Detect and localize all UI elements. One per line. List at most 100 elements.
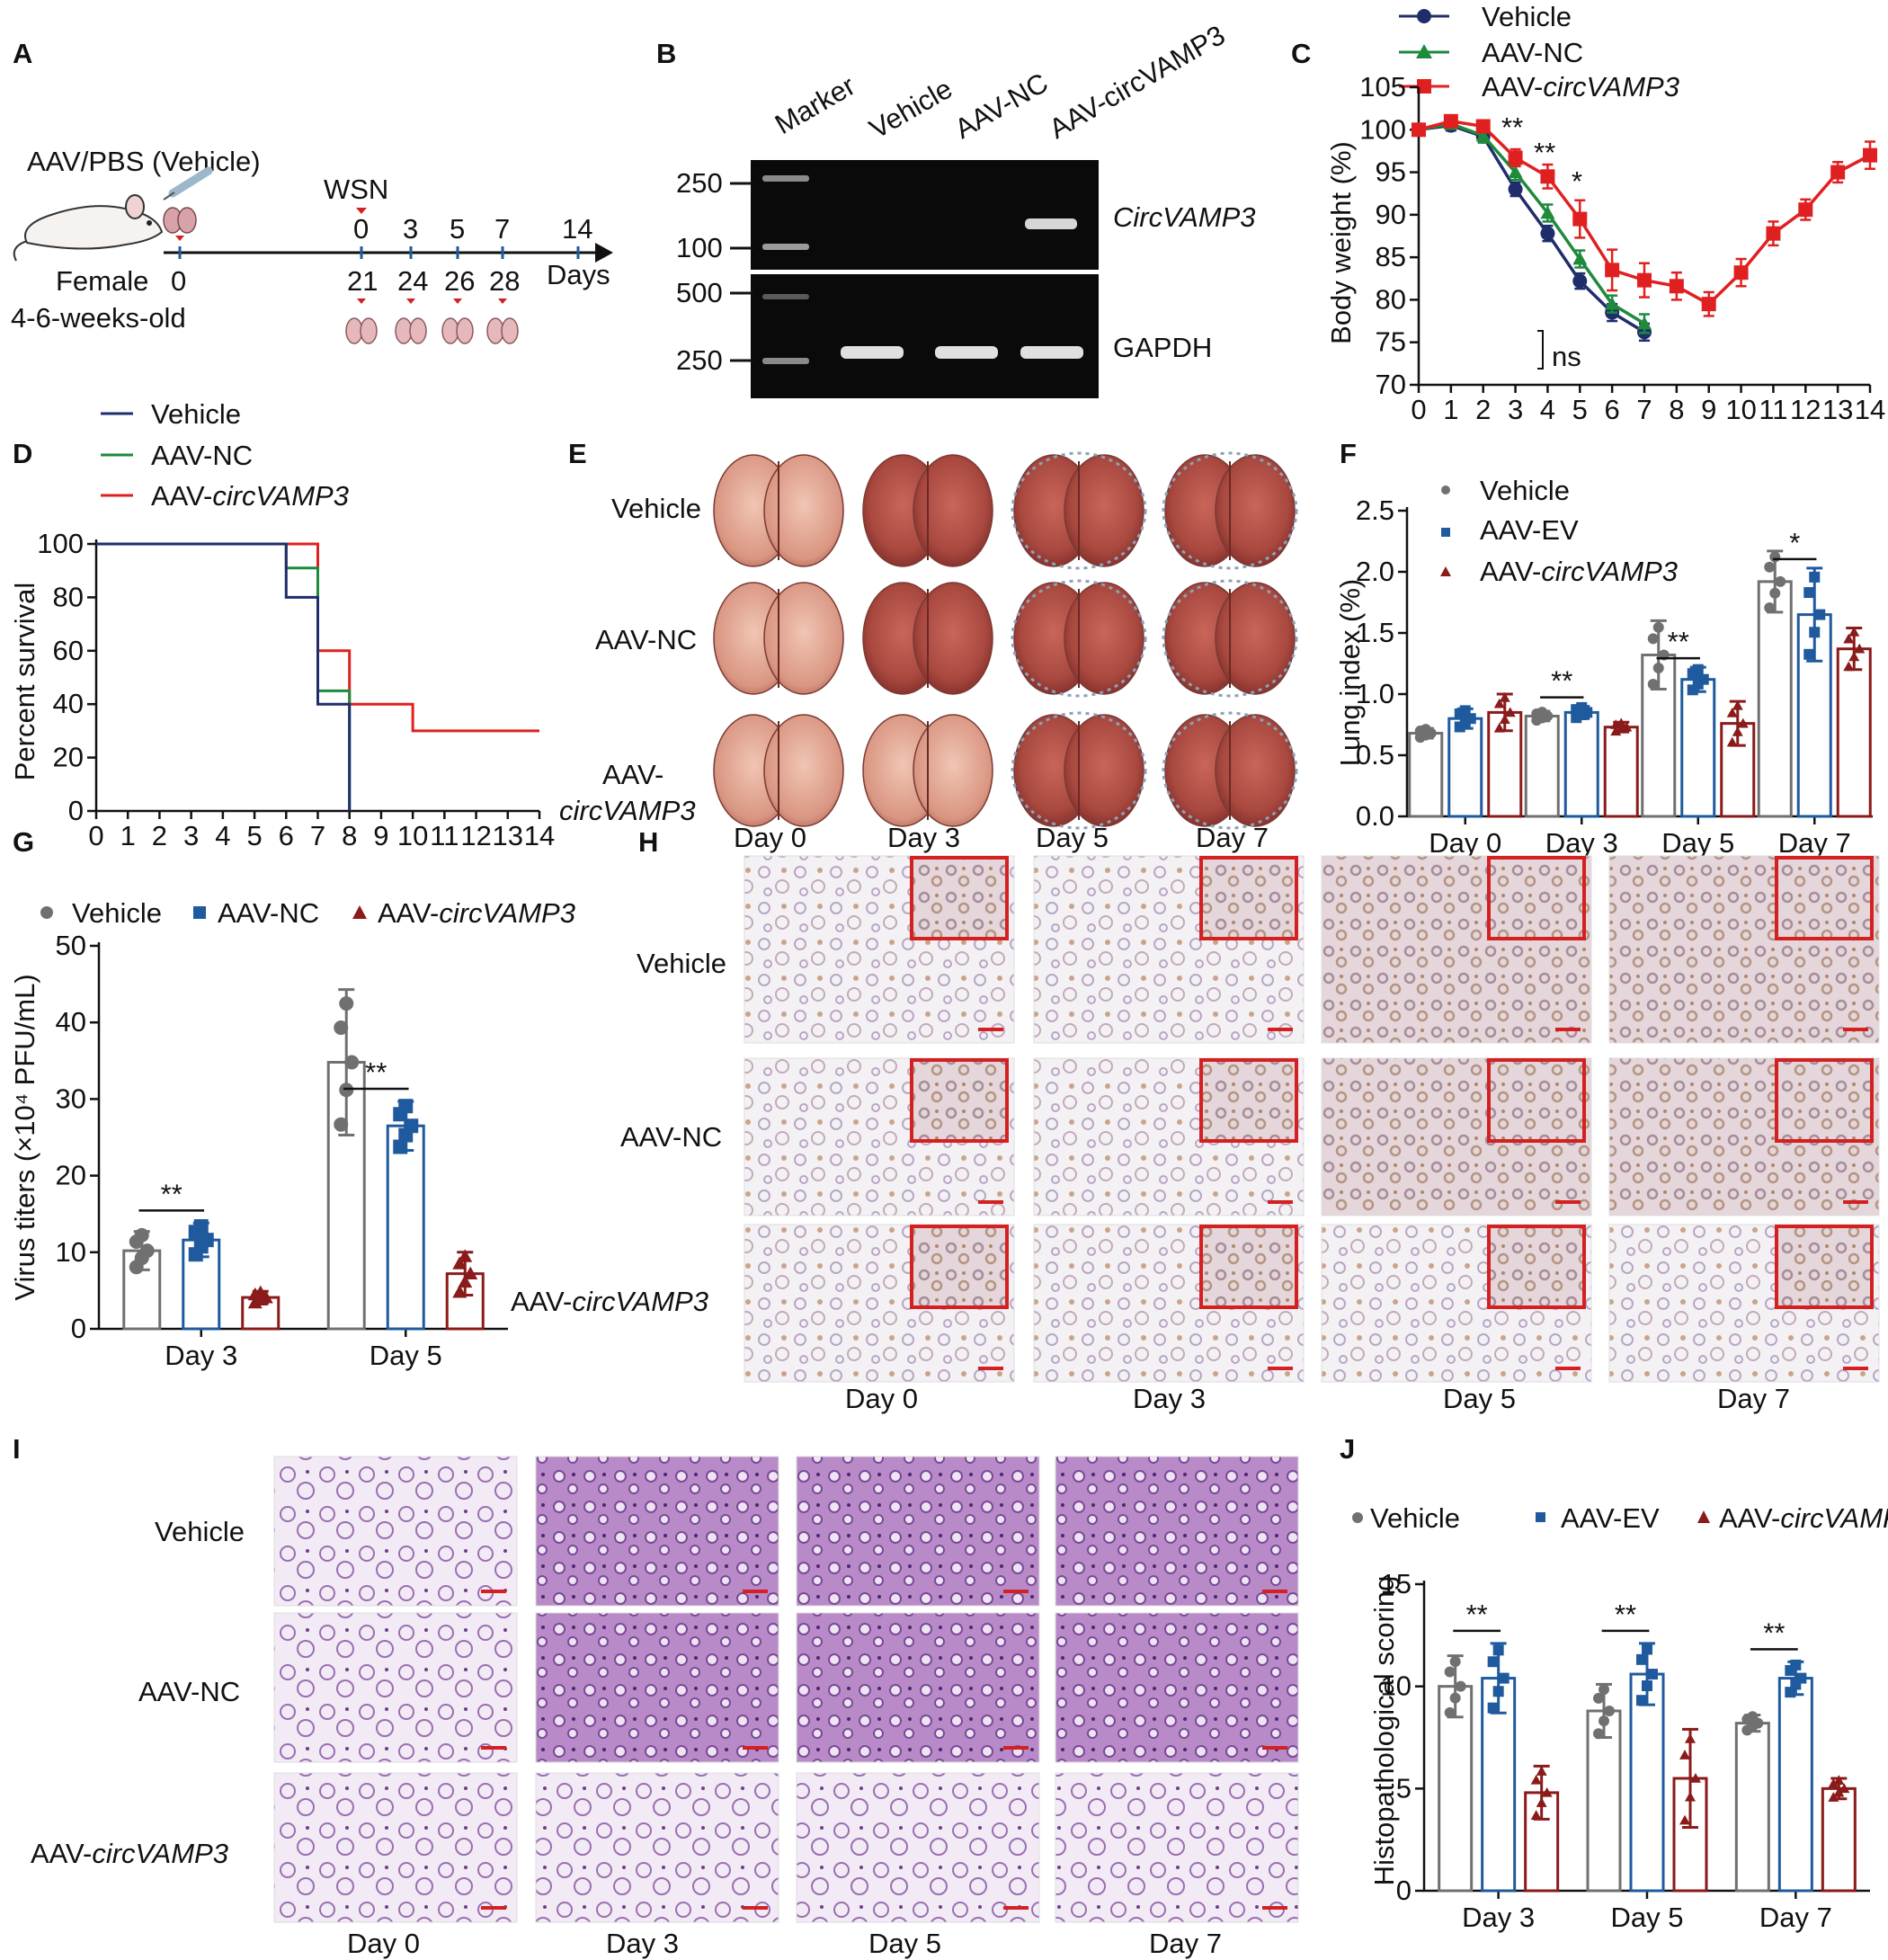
panel-letter-F: F bbox=[1340, 438, 1357, 469]
data-point bbox=[1685, 1791, 1696, 1802]
data-point bbox=[1733, 265, 1749, 281]
x-tick-label: Day 7 bbox=[1759, 1902, 1832, 1933]
injection-label: AAV/PBS (Vehicle) bbox=[27, 146, 261, 177]
data-point bbox=[1444, 1666, 1456, 1678]
panel-j-histo-score-chart: Histopathological scoring Vehicle AAV-EV… bbox=[1352, 1502, 1888, 1933]
zoom-inset bbox=[1199, 1058, 1298, 1143]
data-point bbox=[1701, 297, 1716, 312]
data-point bbox=[1798, 202, 1813, 218]
ihc-image bbox=[1321, 1224, 1592, 1383]
x-tick-label: 0 bbox=[1411, 394, 1426, 425]
data-point bbox=[1487, 1702, 1499, 1714]
data-point bbox=[1764, 561, 1776, 573]
x-tick-label: 3 bbox=[1508, 394, 1523, 425]
lane-label-vehicle: Vehicle bbox=[864, 73, 957, 145]
data-point bbox=[1508, 150, 1523, 165]
row-label-aav-nc: AAV-NC bbox=[595, 624, 697, 655]
he-image bbox=[796, 1772, 1040, 1923]
x-tick-label: 2 bbox=[152, 820, 167, 851]
band-label-circvamp3: CircVAMP3 bbox=[1113, 201, 1255, 233]
panel-letter-A: A bbox=[13, 38, 32, 69]
y-tick-label: 5 bbox=[1396, 1772, 1412, 1804]
panel-a-schematic: AAV/PBS (Vehicle) Female 4-6-weeks-old 0 bbox=[11, 146, 613, 344]
legend-vehicle: Vehicle bbox=[1482, 1, 1572, 32]
x-tick-label: 8 bbox=[1669, 394, 1684, 425]
x-tick-label: 12 bbox=[1790, 394, 1821, 425]
row-label-aav-circvamp3: AAV-circVAMP3 bbox=[31, 1838, 228, 1869]
y-tick-label: 2.5 bbox=[1356, 494, 1394, 526]
y-tick-label: 70 bbox=[1376, 369, 1406, 400]
x-tick-label: Day 7 bbox=[1778, 827, 1851, 859]
data-point bbox=[1737, 717, 1749, 728]
ihc-image bbox=[1033, 1057, 1305, 1216]
data-point bbox=[1599, 1715, 1609, 1727]
data-point bbox=[1637, 316, 1652, 330]
ns-annotation: ns bbox=[1552, 341, 1581, 372]
data-point bbox=[1854, 643, 1866, 654]
zoom-inset bbox=[1775, 1058, 1874, 1143]
he-image bbox=[796, 1456, 1040, 1607]
data-point bbox=[1475, 128, 1491, 142]
data-point bbox=[1732, 699, 1743, 710]
data-point bbox=[253, 1285, 268, 1298]
panel-letter-G: G bbox=[13, 826, 34, 858]
data-point bbox=[393, 1139, 408, 1154]
data-point bbox=[1449, 1656, 1461, 1668]
zoom-inset bbox=[1199, 856, 1298, 940]
legend-aav-circvamp3: AAV-circVAMP3 bbox=[1482, 71, 1679, 102]
he-image bbox=[1055, 1772, 1299, 1923]
legend-marker-square bbox=[1417, 79, 1431, 94]
legend-vehicle: Vehicle bbox=[72, 897, 162, 929]
ihc-image bbox=[1033, 1224, 1305, 1383]
row-label-vehicle: Vehicle bbox=[611, 493, 701, 524]
bar bbox=[1447, 717, 1483, 818]
legend-vehicle: Vehicle bbox=[151, 398, 241, 430]
data-point bbox=[1455, 1680, 1466, 1692]
x-tick-label: 8 bbox=[342, 820, 357, 851]
data-point bbox=[1690, 1772, 1701, 1783]
data-point bbox=[1795, 1672, 1807, 1684]
he-image-grid bbox=[273, 1456, 1299, 1923]
ihc-image bbox=[744, 1057, 1015, 1216]
panel-letter-J: J bbox=[1340, 1433, 1355, 1465]
legend-aav-nc: AAV-NC bbox=[218, 897, 319, 929]
lung-lobe-right bbox=[913, 454, 993, 567]
lung-photo bbox=[1011, 711, 1147, 830]
x-tick-label: Day 0 bbox=[1429, 827, 1501, 859]
data-point bbox=[1475, 119, 1491, 134]
data-point bbox=[334, 1020, 349, 1036]
y-tick-label: 20 bbox=[53, 742, 84, 773]
x-tick-label: 13 bbox=[1822, 394, 1853, 425]
data-point bbox=[1412, 122, 1426, 138]
legend-marker-triangle bbox=[1416, 44, 1432, 58]
lung-lobe-right bbox=[1215, 714, 1296, 827]
sex-label: Female bbox=[56, 265, 148, 297]
y-tick-label: 75 bbox=[1376, 326, 1406, 358]
he-image bbox=[273, 1772, 518, 1923]
legend: Vehicle AAV-NC AAV-circVAMP3 bbox=[101, 398, 349, 512]
y-tick-label: 80 bbox=[1376, 283, 1406, 315]
significance-label: * bbox=[1789, 527, 1800, 558]
y-tick-label: 0 bbox=[1396, 1875, 1412, 1906]
x-tick-label: 10 bbox=[397, 820, 428, 851]
gel-bottom-image bbox=[751, 274, 1099, 398]
significance-label: ** bbox=[1466, 1599, 1488, 1630]
x-tick-label: 4 bbox=[215, 820, 230, 851]
data-point bbox=[1652, 662, 1664, 673]
day-tick-7: 7 bbox=[494, 213, 510, 245]
data-point bbox=[1449, 1692, 1461, 1704]
he-tissue bbox=[535, 1456, 779, 1607]
data-point bbox=[458, 1274, 473, 1288]
y-tick-label: 85 bbox=[1376, 241, 1406, 272]
data-point bbox=[452, 1285, 468, 1298]
data-point bbox=[1443, 113, 1458, 129]
data-point bbox=[1747, 1711, 1759, 1723]
ns-bracket bbox=[1537, 330, 1544, 370]
data-point bbox=[1692, 664, 1704, 675]
day-tick-28: 28 bbox=[489, 265, 520, 297]
data-point bbox=[1541, 1786, 1553, 1797]
he-tissue bbox=[796, 1772, 1040, 1923]
data-point bbox=[1636, 1695, 1647, 1706]
bar bbox=[1836, 647, 1872, 818]
column-label: Day 3 bbox=[1133, 1383, 1206, 1414]
